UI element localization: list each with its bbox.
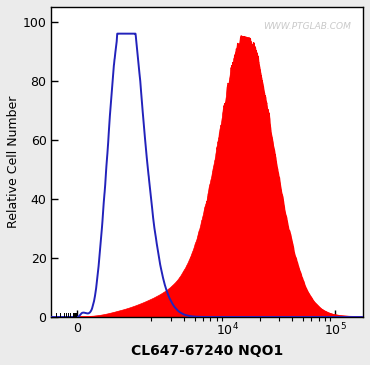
Y-axis label: Relative Cell Number: Relative Cell Number bbox=[7, 96, 20, 228]
Text: WWW.PTGLAB.COM: WWW.PTGLAB.COM bbox=[263, 23, 351, 31]
X-axis label: CL647-67240 NQO1: CL647-67240 NQO1 bbox=[131, 344, 283, 358]
